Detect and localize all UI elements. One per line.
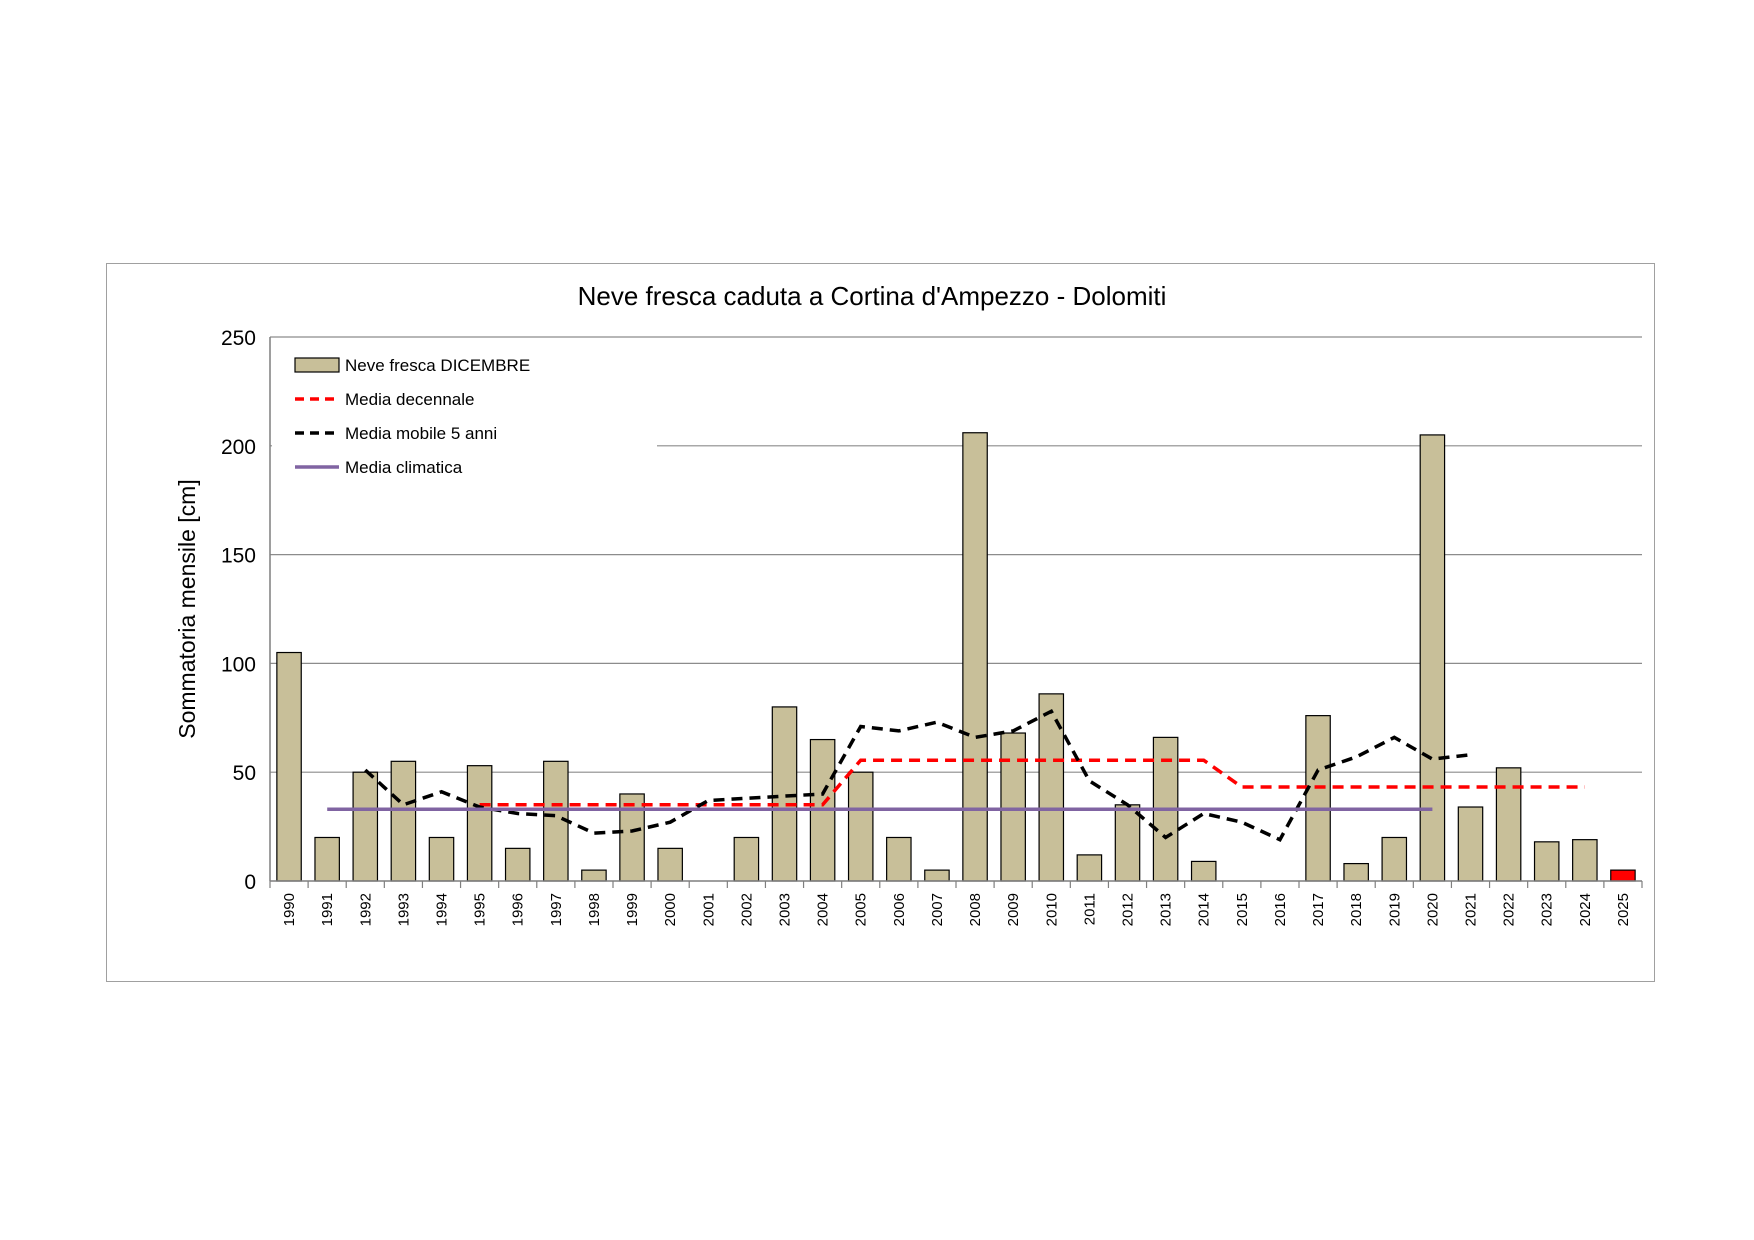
x-tick-label: 2014 — [1196, 893, 1213, 926]
y-tick-label: 150 — [221, 545, 256, 568]
bar-2022 — [1495, 767, 1522, 882]
x-tick-label: 2007 — [929, 893, 946, 926]
x-tick-label: 2024 — [1577, 893, 1594, 926]
x-tick-label: 2013 — [1158, 893, 1175, 926]
bar-2014 — [1190, 860, 1217, 882]
bar-2023 — [1533, 841, 1560, 882]
x-tick-label: 1994 — [434, 893, 451, 926]
line-series-2 — [364, 708, 1471, 842]
bar-1996 — [504, 847, 531, 882]
x-tick-label: 1999 — [624, 893, 641, 926]
legend-swatch-bar — [294, 357, 340, 373]
bar-2019 — [1381, 836, 1408, 882]
bar-1991 — [314, 836, 340, 882]
chart-svg: Neve fresca caduta a Cortina d'Ampezzo -… — [174, 281, 1643, 926]
x-tick-label: 1997 — [548, 893, 565, 926]
y-tick-label: 200 — [221, 436, 256, 459]
bar-2018 — [1343, 862, 1369, 882]
bar-2007 — [924, 869, 950, 882]
y-tick-label: 250 — [221, 327, 256, 350]
x-tick-label: 2020 — [1424, 893, 1441, 926]
x-tick-label: 2009 — [1005, 893, 1022, 926]
bar-1992 — [352, 771, 379, 882]
chart-frame: Neve fresca caduta a Cortina d'Ampezzo -… — [106, 263, 1655, 982]
bar-2020 — [1419, 434, 1446, 882]
bar-2002 — [733, 836, 760, 882]
legend-label: Media mobile 5 anni — [345, 424, 497, 443]
bar-2012 — [1114, 804, 1141, 882]
x-tick-label: 2003 — [777, 893, 794, 926]
legend-label: Media decennale — [345, 390, 474, 409]
x-tick-label: 2002 — [738, 893, 755, 926]
bar-2009 — [1000, 732, 1026, 882]
x-tick-label: 1991 — [319, 893, 336, 926]
bar-2006 — [886, 836, 912, 882]
x-tick-label: 2012 — [1120, 893, 1137, 926]
bar-1999 — [619, 793, 645, 882]
x-tick-label: 2000 — [662, 893, 679, 926]
x-tick-label: 2019 — [1386, 893, 1403, 926]
x-tick-label: 2008 — [967, 893, 984, 926]
bar-2008 — [962, 432, 988, 882]
x-tick-label: 2025 — [1615, 893, 1632, 926]
x-tick-label: 2017 — [1310, 893, 1327, 926]
x-tick-label: 2018 — [1348, 893, 1365, 926]
legend-label: Neve fresca DICEMBRE — [345, 356, 530, 375]
line-series-1 — [479, 758, 1585, 807]
bar-2017 — [1305, 715, 1331, 882]
y-axis-label: Sommatoria mensile [cm] — [174, 479, 200, 738]
bar-1998 — [581, 869, 607, 882]
bar-2025 — [1610, 869, 1636, 882]
legend-label: Media climatica — [345, 458, 463, 477]
chart-title: Neve fresca caduta a Cortina d'Ampezzo -… — [578, 281, 1167, 311]
bar-1995 — [466, 765, 493, 882]
x-tick-label: 2022 — [1501, 893, 1518, 926]
bar-1990 — [276, 651, 302, 882]
bar-1994 — [428, 836, 455, 882]
x-tick-label: 2021 — [1463, 893, 1480, 926]
x-tick-label: 1996 — [510, 893, 527, 926]
bar-2010 — [1038, 693, 1065, 882]
x-tick-label: 2004 — [815, 893, 832, 926]
x-tick-label: 2010 — [1043, 893, 1060, 926]
bar-1993 — [390, 760, 417, 882]
bar-2021 — [1457, 806, 1484, 882]
x-tick-label: 1992 — [357, 893, 374, 926]
x-tick-label: 1995 — [472, 893, 489, 926]
x-tick-label: 2001 — [700, 893, 717, 926]
x-tick-label: 1998 — [586, 893, 603, 926]
x-tick-label: 2016 — [1272, 893, 1289, 926]
x-tick-label: 2005 — [853, 893, 870, 926]
y-tick-label: 0 — [244, 871, 256, 894]
y-tick-label: 50 — [233, 762, 256, 785]
bar-2011 — [1076, 854, 1103, 882]
x-tick-label: 1990 — [281, 893, 298, 926]
y-tick-label: 100 — [221, 653, 256, 676]
x-tick-label: 2006 — [891, 893, 908, 926]
bar-2000 — [657, 847, 683, 882]
x-tick-label: 2023 — [1539, 893, 1556, 926]
x-tick-label: 1993 — [395, 893, 412, 926]
x-tick-label: 2015 — [1234, 893, 1251, 926]
x-tick-label: 2011 — [1081, 893, 1098, 925]
bar-2005 — [847, 771, 874, 882]
bar-2024 — [1572, 839, 1598, 882]
